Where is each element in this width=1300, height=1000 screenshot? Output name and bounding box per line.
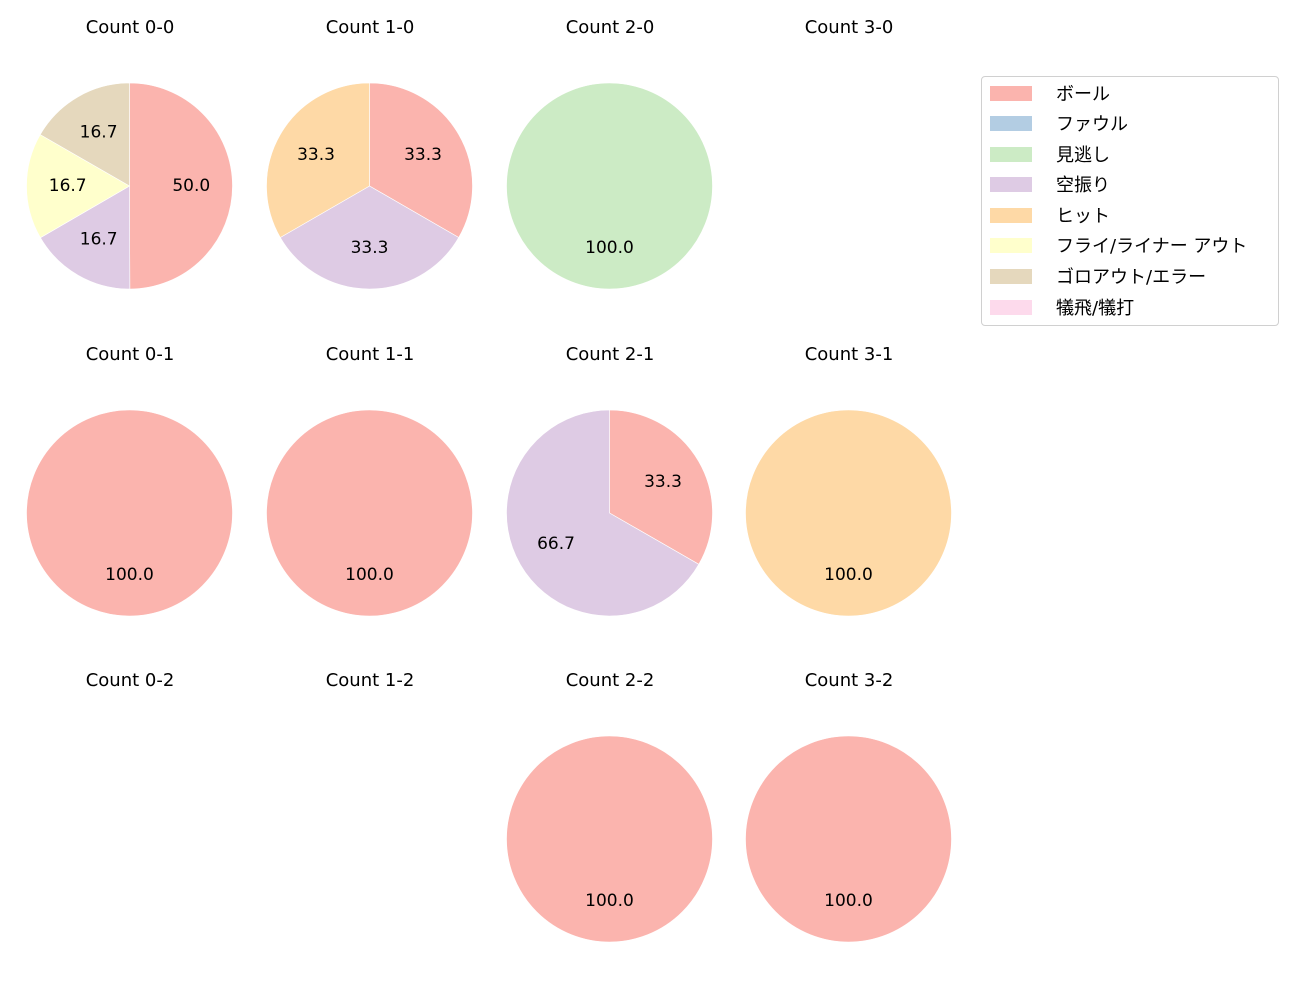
legend-swatch (990, 146, 1032, 162)
legend-label: ボール (1056, 84, 1110, 105)
pie-chart: 100.0 (506, 735, 713, 943)
legend-swatch (990, 176, 1032, 192)
slice-value-label: 16.7 (80, 123, 118, 143)
pie-slice (506, 409, 700, 617)
chart-title: Count 2-0 (565, 17, 655, 38)
pie-chart: 50.0 16.7 16.7 16.7 (26, 82, 233, 290)
chart-title: Count 3-1 (804, 344, 894, 365)
slice-value-label: 33.3 (404, 145, 442, 165)
slice-value-label: 33.3 (351, 238, 389, 258)
legend-item: フライ/ライナー アウト (990, 233, 1247, 257)
slice-value-label: 100.0 (824, 891, 873, 911)
legend-label: 犠飛/犠打 (1056, 298, 1135, 319)
pie-slice (266, 82, 370, 238)
chart-title: Count 2-2 (565, 670, 655, 691)
legend-item: ボール (990, 81, 1110, 105)
pie-chart: 100.0 (745, 735, 952, 943)
slice-value-label: 50.0 (172, 176, 210, 196)
pie-chart: 100.0 (745, 409, 952, 617)
legend-swatch (990, 237, 1032, 253)
pie-panel: Count 2-1 33.3 66.7 (490, 327, 730, 647)
chart-title: Count 2-1 (565, 344, 655, 365)
legend-label: 見逃し (1056, 145, 1110, 166)
slice-value-label: 100.0 (585, 238, 634, 258)
pie-panel: Count 3-0 (729, 0, 969, 320)
slice-value-label: 100.0 (585, 891, 634, 911)
chart-legend: ボール ファウル 見逃し 空振り ヒット フライ/ライナー アウト ゴロアウト/… (981, 76, 1279, 326)
pie-chart: 33.3 66.7 (506, 409, 713, 617)
slice-value-label: 100.0 (345, 565, 394, 585)
legend-label: ファウル (1056, 114, 1128, 135)
slice-value-label: 66.7 (537, 534, 575, 554)
chart-title: Count 1-2 (325, 670, 415, 691)
chart-title: Count 3-2 (804, 670, 894, 691)
legend-label: ヒット (1056, 206, 1110, 227)
legend-swatch (990, 268, 1032, 284)
pie-chart: 100.0 (506, 82, 713, 290)
pie-slice (129, 82, 233, 290)
pie-panel: Count 0-2 (10, 653, 250, 973)
pie-slice (609, 409, 713, 565)
chart-title: Count 1-0 (325, 17, 415, 38)
legend-label: フライ/ライナー アウト (1056, 236, 1248, 257)
pie-slice (26, 134, 131, 239)
pie-slice (506, 82, 713, 290)
pie-slice (745, 409, 952, 617)
pie-panel: Count 2-0 100.0 (490, 0, 730, 320)
chart-title: Count 0-2 (85, 670, 175, 691)
legend-item: 見逃し (990, 142, 1110, 166)
pie-slice (26, 409, 233, 617)
slice-value-label: 100.0 (824, 565, 873, 585)
legend-label: 空振り (1056, 175, 1110, 196)
chart-title: Count 0-1 (85, 344, 175, 365)
legend-label: ゴロアウト/エラー (1056, 267, 1207, 288)
legend-swatch (990, 115, 1032, 131)
legend-item: ヒット (990, 203, 1110, 227)
legend-swatch (990, 207, 1032, 223)
chart-title: Count 3-0 (804, 17, 894, 38)
pie-chart: 100.0 (26, 409, 233, 617)
pie-panel: Count 3-1 100.0 (729, 327, 969, 647)
legend-item: 空振り (990, 172, 1110, 196)
chart-title: Count 1-1 (325, 344, 415, 365)
slice-value-label: 100.0 (105, 565, 154, 585)
pie-slice (266, 409, 473, 617)
pie-panel: Count 3-2 100.0 (729, 653, 969, 973)
pie-panel: Count 0-1 100.0 (10, 327, 250, 647)
pie-chart: 33.3 33.3 33.3 (266, 82, 473, 290)
slice-value-label: 33.3 (644, 472, 682, 492)
pie-slice (39, 185, 131, 290)
pie-slice (506, 735, 713, 943)
legend-item: 犠飛/犠打 (990, 295, 1134, 319)
pie-panel: Count 1-2 (250, 653, 490, 973)
pie-panel: Count 0-0 50.0 16.7 16.7 16.7 (10, 0, 250, 320)
chart-title: Count 0-0 (85, 17, 175, 38)
pie-slice (39, 82, 130, 187)
slice-value-label: 16.7 (80, 230, 118, 250)
slice-value-label: 16.7 (49, 176, 87, 196)
pie-slice (745, 735, 952, 943)
legend-item: ゴロアウト/エラー (990, 264, 1206, 288)
pie-slice (369, 82, 473, 238)
pie-panel: Count 1-1 100.0 (250, 327, 490, 647)
slice-value-label: 33.3 (297, 145, 335, 165)
pie-chart: 100.0 (266, 409, 473, 617)
legend-swatch (990, 85, 1032, 101)
legend-swatch (990, 299, 1032, 315)
pie-panel: Count 1-0 33.3 33.3 33.3 (250, 0, 490, 320)
pie-panel: Count 2-2 100.0 (490, 653, 730, 973)
legend-item: ファウル (990, 111, 1128, 135)
